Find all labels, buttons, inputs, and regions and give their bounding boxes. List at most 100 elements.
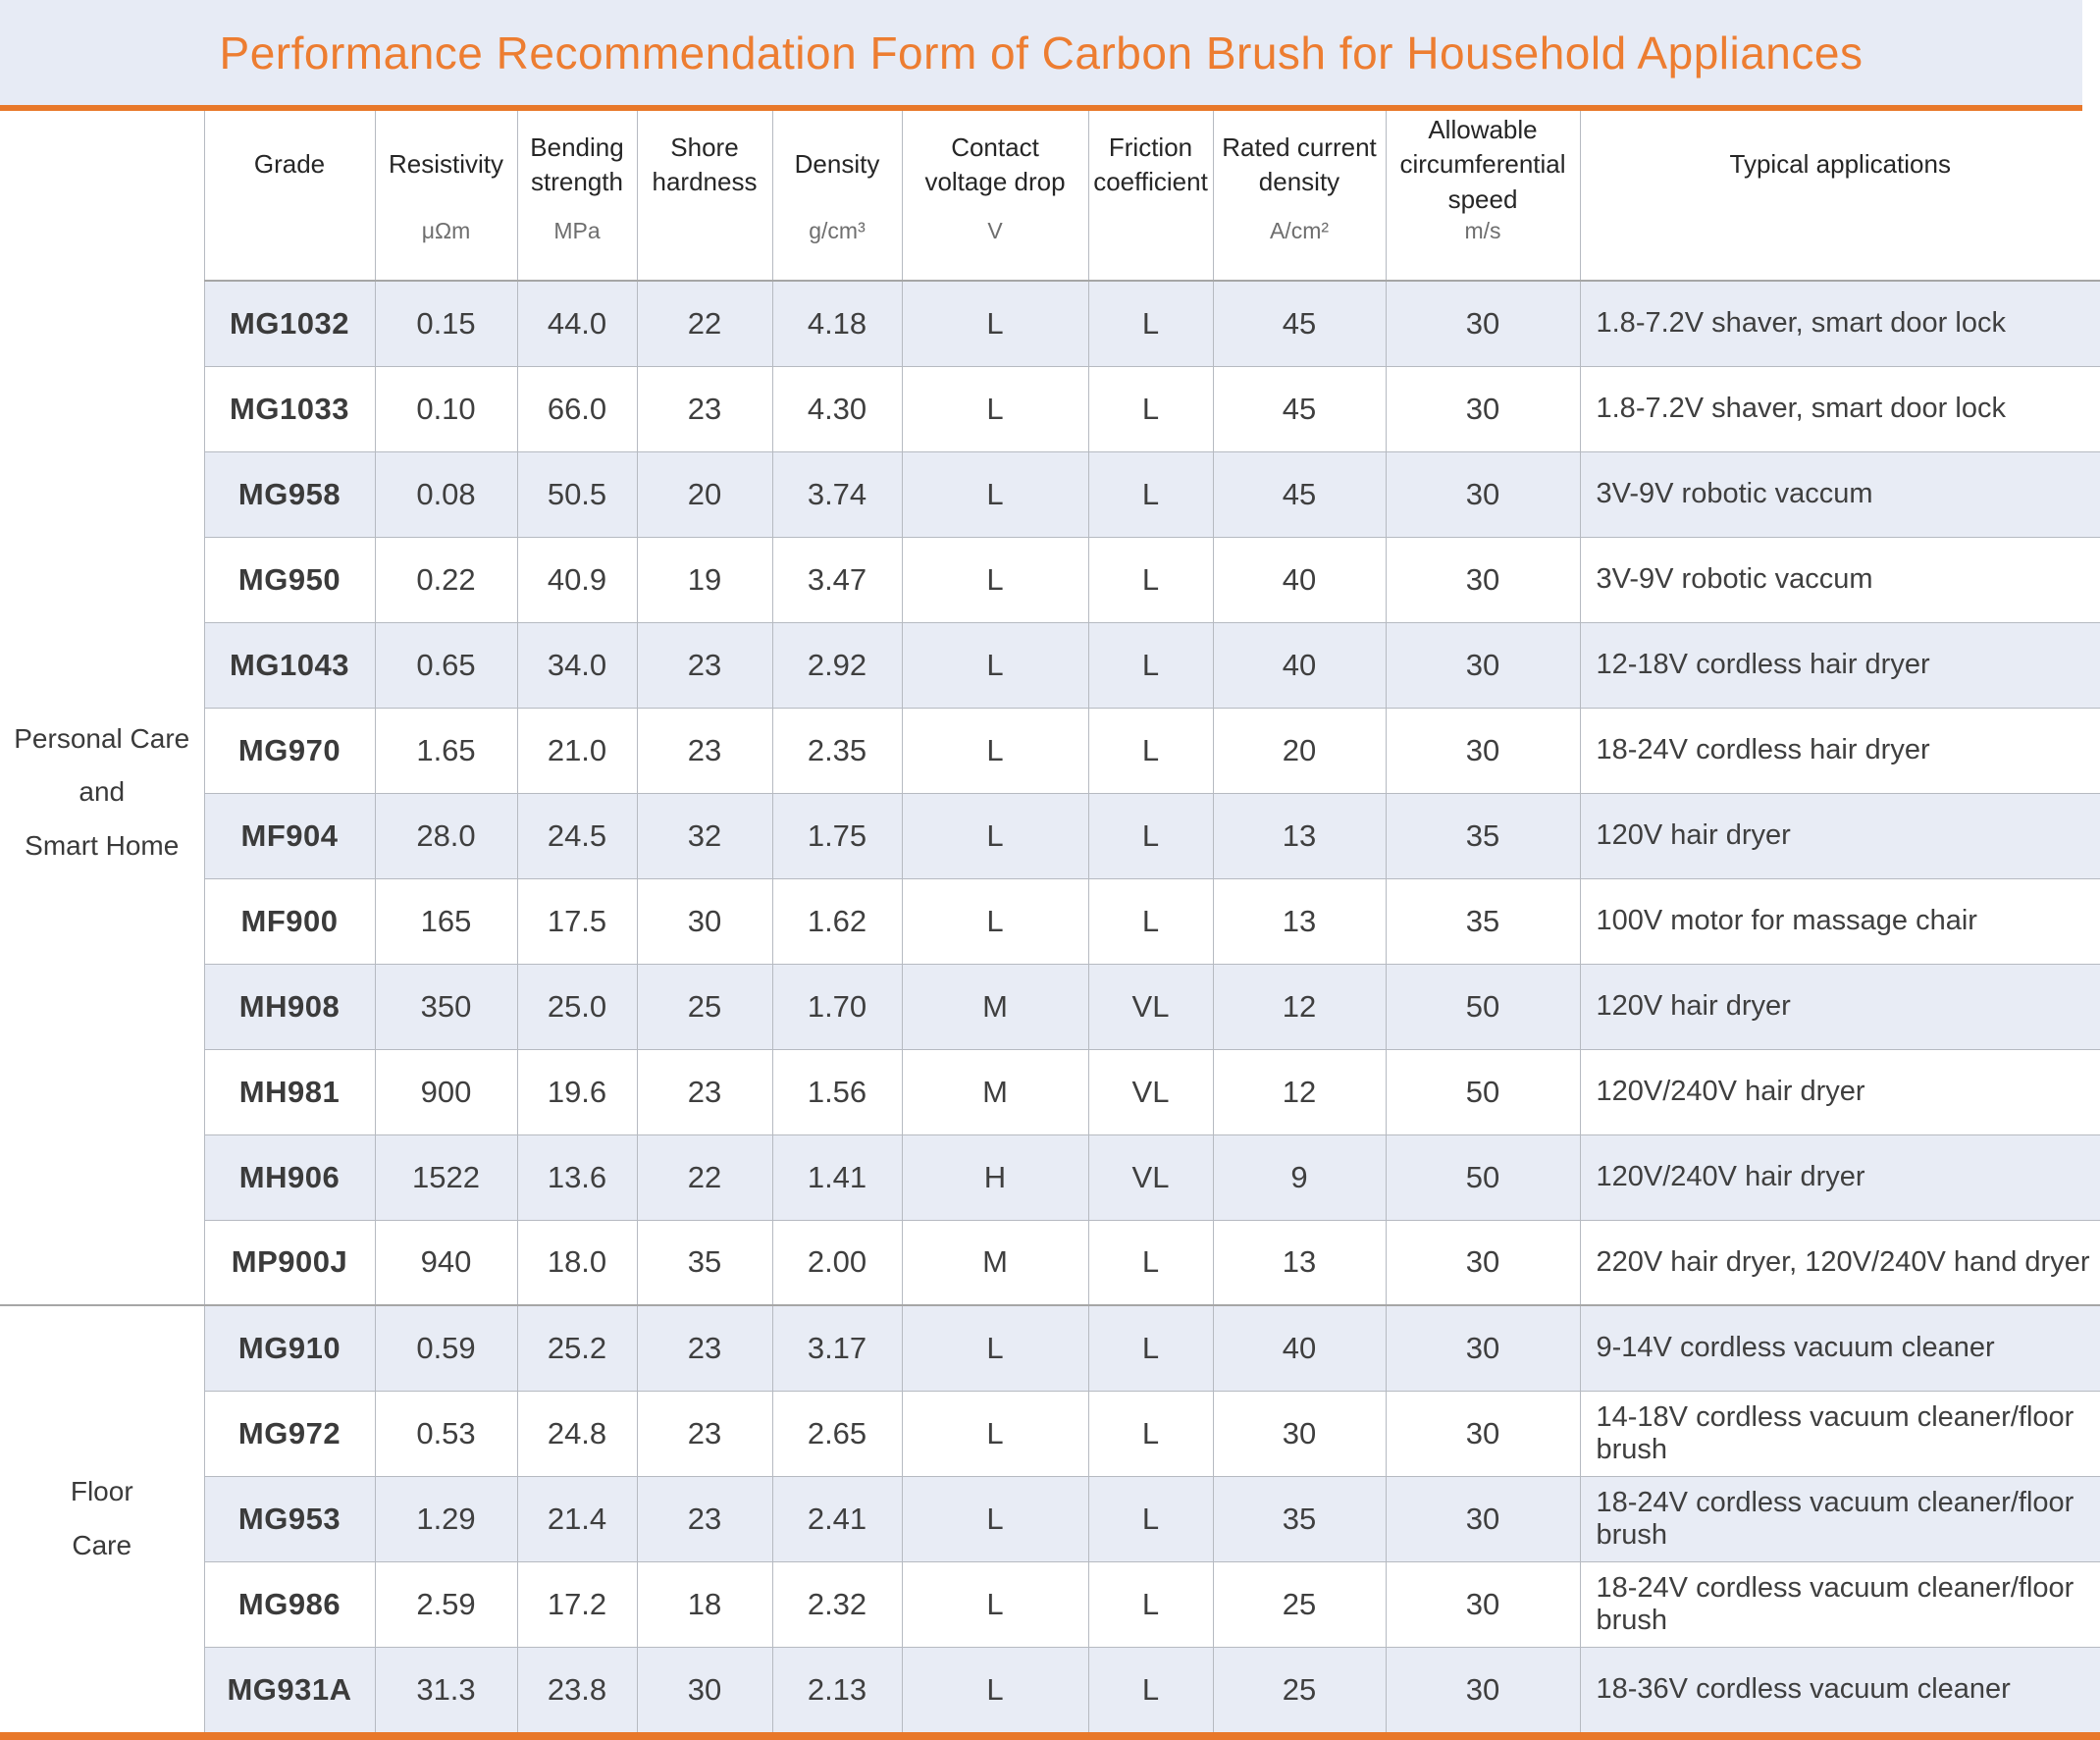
value-cell: VL [1088,1134,1213,1220]
grade-cell: MG1043 [204,622,375,708]
grade-cell: MP900J [204,1220,375,1305]
value-cell: 23 [637,1391,772,1476]
applications-cell: 14-18V cordless vacuum cleaner/floor bru… [1580,1391,2100,1476]
value-cell: 9 [1213,1134,1386,1220]
value-cell: 34.0 [517,622,637,708]
value-cell: 2.35 [772,708,902,793]
value-cell: 23.8 [517,1647,637,1732]
applications-cell: 1.8-7.2V shaver, smart door lock [1580,281,2100,366]
value-cell: 13 [1213,1220,1386,1305]
value-cell: 3.17 [772,1305,902,1391]
value-cell: 32 [637,793,772,878]
bottom-orange-rule [0,1732,2100,1740]
category-line: Floor [0,1465,204,1519]
value-cell: L [1088,451,1213,537]
col-header-unit: g/cm³ [773,219,902,280]
value-cell: 1522 [375,1134,517,1220]
value-cell: 23 [637,1305,772,1391]
grade-cell: MF904 [204,793,375,878]
value-cell: L [902,281,1088,366]
col-header-label: Contact voltage drop [903,111,1088,219]
value-cell: M [902,1049,1088,1134]
col-header-unit: A/cm² [1214,219,1386,280]
value-cell: 2.92 [772,622,902,708]
value-cell: 21.0 [517,708,637,793]
applications-cell: 3V-9V robotic vaccum [1580,451,2100,537]
value-cell: L [1088,1647,1213,1732]
value-cell: 0.53 [375,1391,517,1476]
value-cell: L [1088,281,1213,366]
value-cell: L [902,708,1088,793]
grade-cell: MG970 [204,708,375,793]
col-header-grade: Grade [204,111,375,281]
col-header-label: Allowable circumferential speed [1387,111,1580,219]
value-cell: 20 [637,451,772,537]
value-cell: L [1088,708,1213,793]
value-cell: L [1088,622,1213,708]
value-cell: 35 [637,1220,772,1305]
col-header-shore-hardness: Shore hardness [637,111,772,281]
grade-cell: MG953 [204,1476,375,1561]
value-cell: 0.59 [375,1305,517,1391]
category-line: and [0,765,204,819]
value-cell: 0.10 [375,366,517,451]
value-cell: 30 [1386,1220,1580,1305]
value-cell: 1.75 [772,793,902,878]
value-cell: 25 [1213,1647,1386,1732]
value-cell: 0.65 [375,622,517,708]
applications-cell: 120V/240V hair dryer [1580,1134,2100,1220]
value-cell: 13.6 [517,1134,637,1220]
value-cell: L [902,451,1088,537]
value-cell: 25.0 [517,964,637,1049]
value-cell: 50.5 [517,451,637,537]
header-corner-cell [0,111,204,281]
value-cell: M [902,964,1088,1049]
value-cell: 30 [1386,1561,1580,1647]
value-cell: 30 [1386,1476,1580,1561]
value-cell: 30 [1386,1391,1580,1476]
value-cell: L [1088,878,1213,964]
category-line: Smart Home [0,819,204,873]
value-cell: 30 [1386,537,1580,622]
grade-cell: MH981 [204,1049,375,1134]
value-cell: 25 [1213,1561,1386,1647]
grade-cell: MG1033 [204,366,375,451]
value-cell: L [902,622,1088,708]
grade-cell: MH908 [204,964,375,1049]
applications-cell: 18-24V cordless vacuum cleaner/floor bru… [1580,1561,2100,1647]
value-cell: 44.0 [517,281,637,366]
value-cell: 19 [637,537,772,622]
value-cell: 35 [1386,793,1580,878]
value-cell: 1.56 [772,1049,902,1134]
value-cell: L [902,1305,1088,1391]
value-cell: 30 [1386,622,1580,708]
value-cell: 30 [1386,1647,1580,1732]
value-cell: 50 [1386,1134,1580,1220]
value-cell: 21.4 [517,1476,637,1561]
value-cell: 30 [1386,1305,1580,1391]
value-cell: 13 [1213,793,1386,878]
value-cell: L [902,1647,1088,1732]
value-cell: 35 [1386,878,1580,964]
value-cell: 23 [637,708,772,793]
value-cell: VL [1088,964,1213,1049]
value-cell: 1.65 [375,708,517,793]
col-header-unit [205,219,375,280]
value-cell: 40.9 [517,537,637,622]
value-cell: 23 [637,1476,772,1561]
page-title: Performance Recommendation Form of Carbo… [220,26,1864,79]
applications-cell: 3V-9V robotic vaccum [1580,537,2100,622]
col-header-friction-coefficient: Friction coefficient [1088,111,1213,281]
value-cell: 50 [1386,964,1580,1049]
applications-cell: 120V hair dryer [1580,964,2100,1049]
value-cell: 2.65 [772,1391,902,1476]
